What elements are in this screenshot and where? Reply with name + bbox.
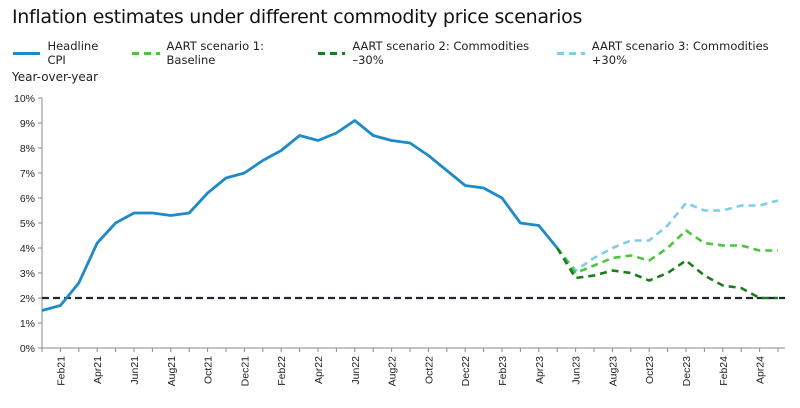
legend: Headline CPI AART scenario 1: Baseline A…	[13, 39, 800, 67]
x-tick-label: Aug23	[607, 356, 619, 387]
x-tick-label: Feb24	[718, 356, 730, 386]
chart-title: Inflation estimates under different comm…	[12, 6, 583, 28]
y-tick-label: 1%	[20, 318, 35, 330]
x-tick-label: Apr22	[313, 356, 325, 384]
x-tick-label: Jun22	[350, 356, 362, 385]
x-tick-label: Dec21	[239, 356, 251, 387]
legend-item-headline-cpi: Headline CPI	[13, 39, 110, 67]
x-tick-label: Oct23	[644, 356, 656, 384]
x-tick-label: Apr24	[755, 356, 767, 384]
x-tick-label: Oct22	[423, 356, 435, 384]
legend-item-scenario-2: AART scenario 2: Commodities –30%	[317, 39, 535, 67]
y-tick-label: 3%	[20, 268, 35, 280]
series-line-headline-cpi	[41, 119, 559, 312]
y-tick-label: 7%	[20, 168, 35, 180]
x-tick-label: Aug22	[387, 356, 399, 387]
y-tick-label: 6%	[20, 193, 35, 205]
legend-label: Headline CPI	[47, 39, 99, 67]
legend-swatch-headline-cpi	[13, 51, 41, 55]
y-tick-label: 2%	[20, 293, 35, 305]
x-tick-label: Aug21	[166, 356, 178, 387]
y-tick-label: 5%	[20, 218, 35, 230]
y-tick-label: 4%	[20, 243, 35, 255]
legend-label: AART scenario 1: Baseline	[166, 39, 264, 67]
y-tick-label: 8%	[20, 143, 35, 155]
legend-swatch-scenario-2	[317, 51, 346, 55]
x-tick-label: Dec22	[460, 356, 472, 387]
x-tick-label: Jun21	[129, 356, 141, 385]
legend-item-scenario-3: AART scenario 3: Commodities +30%	[557, 39, 778, 67]
x-tick-label: Apr23	[534, 356, 546, 384]
y-tick-label: 10%	[14, 93, 35, 105]
series-line-scenario-1	[556, 229, 778, 275]
y-tick-label: 9%	[20, 118, 35, 130]
x-tick-label: Feb22	[276, 356, 288, 386]
x-tick-label: Oct21	[203, 356, 215, 384]
series-line-scenario-2	[556, 247, 778, 300]
legend-swatch-scenario-1	[131, 51, 160, 55]
x-tick-label: Feb21	[55, 356, 67, 386]
legend-item-scenario-1: AART scenario 1: Baseline	[131, 39, 296, 67]
legend-label: AART scenario 3: Commodities +30%	[591, 39, 769, 67]
x-tick-label: Dec23	[681, 356, 693, 387]
legend-swatch-scenario-3	[557, 51, 585, 55]
x-tick-label: Feb23	[497, 356, 509, 386]
x-tick-label: Jun23	[571, 356, 583, 385]
legend-label: AART scenario 2: Commodities –30%	[352, 39, 530, 67]
y-axis-title: Year-over-year	[12, 70, 99, 84]
y-tick-label: 0%	[20, 343, 35, 355]
x-tick-label: Apr21	[92, 356, 104, 384]
series-line-scenario-3	[556, 199, 779, 272]
